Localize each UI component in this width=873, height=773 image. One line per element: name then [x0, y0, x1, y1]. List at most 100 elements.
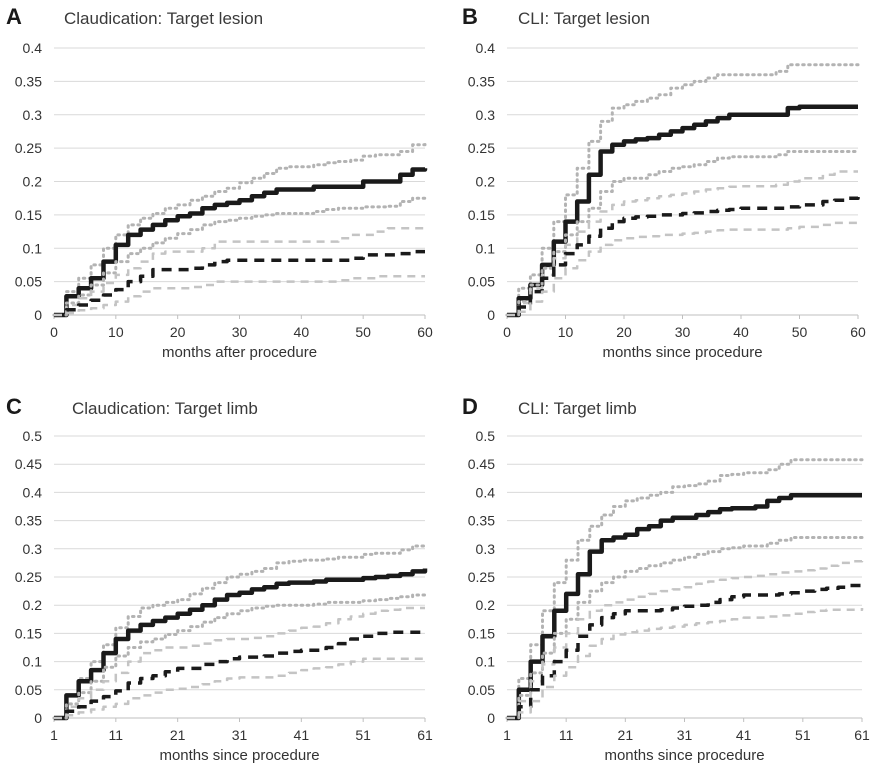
y-tick-label: 0.4: [476, 40, 496, 56]
y-tick-label: 0.2: [23, 597, 43, 613]
x-tick-label: 10: [108, 324, 124, 340]
y-tick-label: 0.25: [468, 140, 495, 156]
chart-title: Claudication: Target limb: [72, 399, 258, 418]
y-tick-label: 0.15: [15, 207, 42, 223]
series-line-2: [507, 492, 862, 721]
y-tick-label: 0.3: [23, 541, 43, 557]
series-line-2: [507, 104, 858, 318]
series-line-1: [52, 542, 427, 720]
y-tick-label: 0.3: [23, 107, 43, 123]
x-tick-label: 50: [792, 324, 808, 340]
x-tick-label: 21: [618, 727, 634, 743]
series-line-5: [54, 630, 425, 720]
y-tick-label: 0.2: [476, 597, 496, 613]
y-tick-label: 0: [487, 307, 495, 323]
y-tick-label: 0.05: [468, 274, 495, 290]
x-tick-label: 40: [733, 324, 749, 340]
series-line-6: [54, 657, 425, 720]
x-tick-label: 21: [170, 727, 186, 743]
x-tick-label: 0: [503, 324, 511, 340]
series-line-3: [52, 194, 427, 317]
x-tick-label: 11: [559, 727, 574, 743]
y-tick-label: 0.25: [468, 569, 495, 585]
series-line-3: [505, 536, 864, 720]
chart-panel-d: D CLI: Target limb 0 0.05 0.1 0.15 0.2 0.25 0.3 0…: [462, 394, 870, 764]
x-tick-label: 20: [616, 324, 632, 340]
x-tick-label: 30: [675, 324, 691, 340]
y-tick-label: 0.05: [15, 682, 42, 698]
x-axis-label: months since procedure: [604, 747, 764, 764]
x-tick-label: 11: [109, 727, 124, 743]
y-tick-label: 0.35: [468, 513, 495, 529]
y-tick-label: 0: [34, 307, 42, 323]
y-tick-label: 0.4: [476, 484, 496, 500]
y-tick-label: 0.45: [468, 456, 495, 472]
x-tick-label: 31: [232, 727, 248, 743]
series-line-5: [54, 249, 425, 317]
y-tick-label: 0.1: [476, 654, 496, 670]
x-tick-label: 61: [417, 727, 433, 743]
x-tick-label: 41: [294, 727, 310, 743]
x-tick-label: 1: [503, 727, 511, 743]
x-tick-label: 50: [355, 324, 371, 340]
chart-panel-b: B CLI: Target lesion 0 0.05 0.1 0.15 0.2 0.25 0.…: [462, 4, 866, 361]
x-tick-label: 51: [355, 727, 371, 743]
y-tick-label: 0.45: [15, 456, 42, 472]
series-line-5: [507, 582, 864, 720]
y-tick-label: 0.2: [476, 174, 496, 190]
series-line-1: [505, 458, 864, 720]
y-tick-label: 0.05: [15, 274, 42, 290]
y-tick-label: 0.1: [23, 240, 43, 256]
x-tick-label: 40: [294, 324, 310, 340]
chart-title: CLI: Target limb: [518, 399, 637, 418]
chart-panel-a: A Claudication: Target lesion 0 0.05 0.1 0.15…: [6, 4, 433, 361]
panel-label: D: [462, 394, 478, 419]
y-tick-label: 0.25: [15, 569, 42, 585]
y-tick-label: 0.25: [15, 140, 42, 156]
x-tick-label: 30: [232, 324, 248, 340]
y-tick-label: 0: [487, 710, 495, 726]
x-axis-label: months since procedure: [602, 344, 762, 361]
series-line-2: [54, 167, 428, 318]
x-tick-label: 1: [50, 727, 58, 743]
x-tick-label: 31: [677, 727, 693, 743]
x-tick-label: 20: [170, 324, 186, 340]
y-tick-label: 0.35: [468, 73, 495, 89]
panel-label: A: [6, 4, 22, 29]
y-tick-label: 0.1: [476, 240, 496, 256]
series-line-3: [505, 150, 860, 317]
y-tick-label: 0.5: [23, 428, 43, 444]
y-tick-label: 0.3: [476, 541, 496, 557]
x-tick-label: 60: [850, 324, 866, 340]
y-tick-label: 0.15: [15, 625, 42, 641]
series-line-1: [505, 63, 860, 317]
series-line-6: [507, 221, 860, 317]
series-line-5: [507, 194, 860, 317]
y-tick-label: 0: [34, 710, 42, 726]
y-tick-label: 0.2: [23, 174, 43, 190]
x-axis-label: months after procedure: [162, 344, 317, 361]
y-tick-label: 0.1: [23, 654, 43, 670]
series-line-6: [54, 275, 425, 317]
x-tick-label: 51: [795, 727, 811, 743]
y-tick-label: 0.4: [23, 40, 43, 56]
chart-title: Claudication: Target lesion: [64, 9, 263, 28]
chart-title: CLI: Target lesion: [518, 9, 650, 28]
y-tick-label: 0.4: [23, 484, 43, 500]
y-tick-label: 0.05: [468, 682, 495, 698]
x-tick-label: 61: [854, 727, 870, 743]
y-tick-label: 0.35: [15, 73, 42, 89]
series-line-2: [54, 568, 428, 721]
y-tick-label: 0.15: [468, 625, 495, 641]
chart-panel-c: C Claudication: Target limb 0 0.05 0.1 0.15 0.…: [6, 394, 433, 764]
series-line-4: [507, 559, 864, 720]
panel-label: B: [462, 4, 478, 29]
series-line-4: [54, 226, 425, 317]
y-tick-label: 0.5: [476, 428, 496, 444]
y-tick-label: 0.15: [468, 207, 495, 223]
x-tick-label: 60: [417, 324, 433, 340]
series-line-4: [54, 606, 425, 720]
series-line-6: [507, 608, 864, 720]
x-tick-label: 10: [558, 324, 574, 340]
